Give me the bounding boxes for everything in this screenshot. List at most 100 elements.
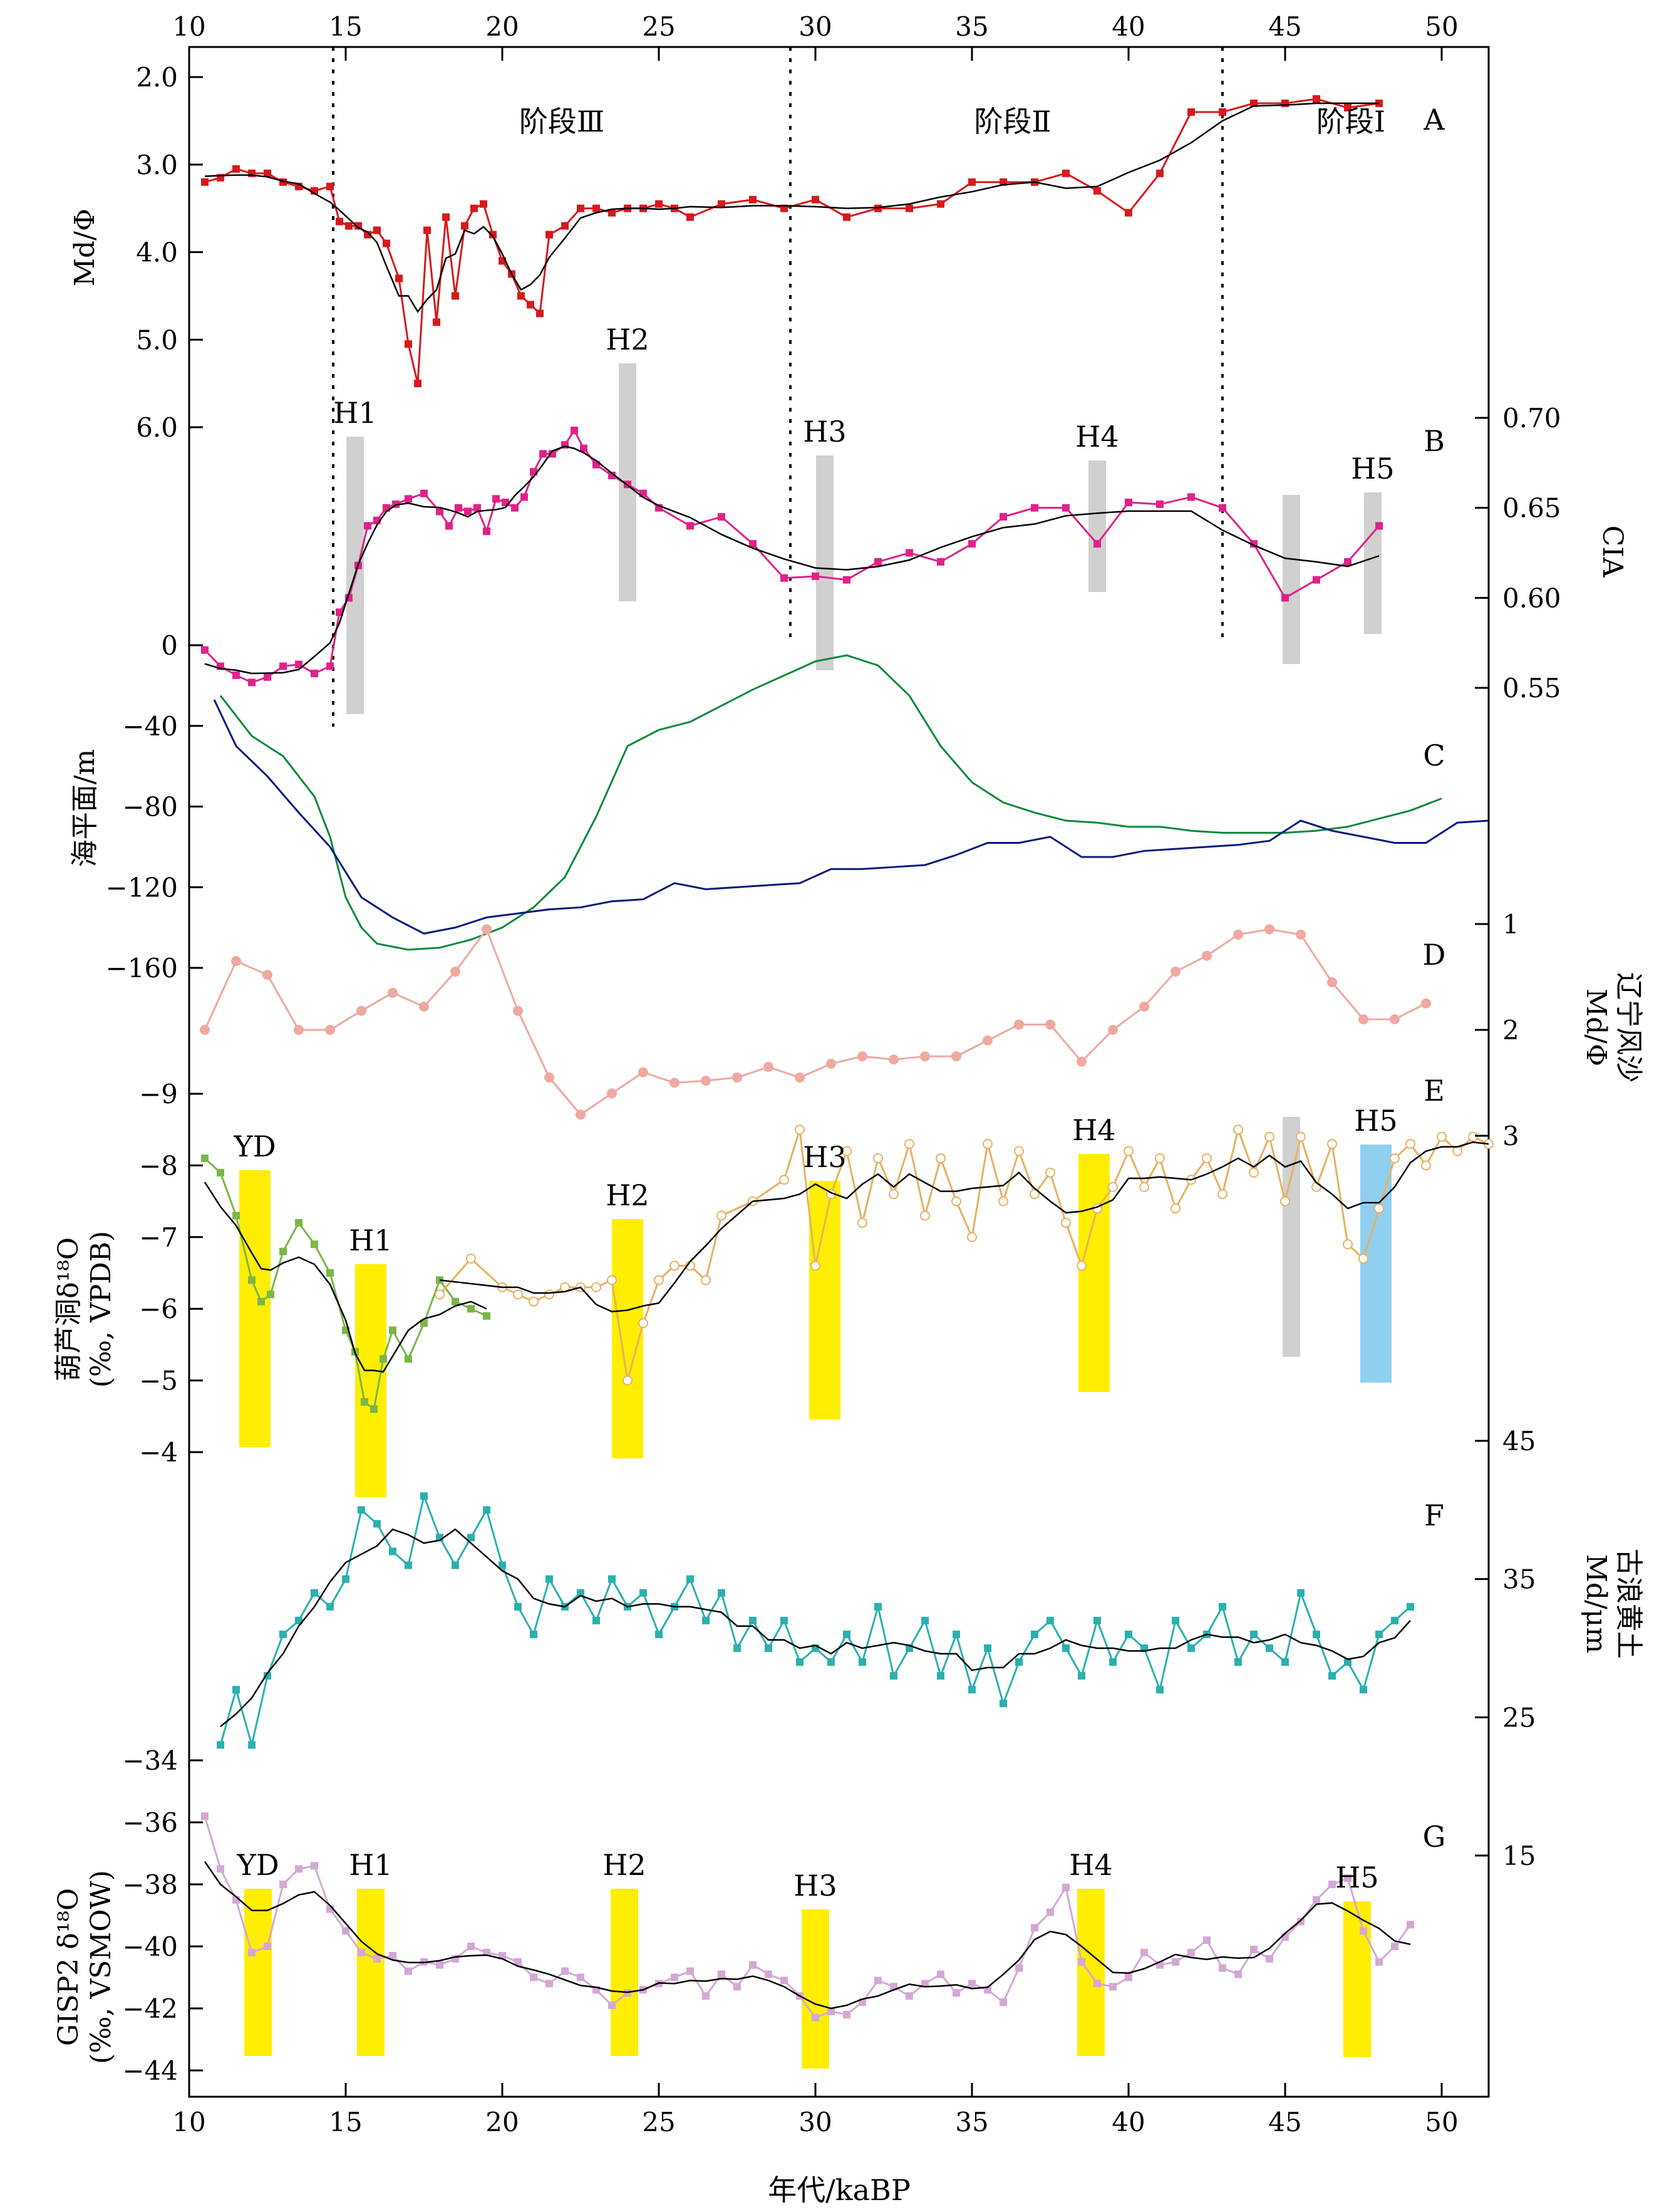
panel-F-series-point (592, 1616, 600, 1624)
panel-G-series-point (248, 1948, 256, 1956)
panel-A-series-point (1156, 169, 1164, 177)
panel-D-series-point (325, 1025, 335, 1035)
panel-B-series-point (483, 527, 490, 536)
panel-A-series-point (373, 226, 381, 234)
panel-E-series-1-point (1139, 1181, 1149, 1192)
panel-B-series-point (464, 507, 472, 516)
panel-A-series-point (442, 213, 450, 221)
x-tick-label-top: 25 (642, 11, 675, 42)
panel-E-series-1-point (513, 1289, 523, 1300)
panel-G-series-point (827, 2007, 835, 2015)
y-tick-label-E: −5 (139, 1366, 178, 1396)
panel-G-series-point (295, 1865, 302, 1873)
panel-F-series-point (733, 1644, 741, 1652)
event-bar-yd (239, 1170, 271, 1447)
panel-E-series-1-point (1390, 1153, 1400, 1163)
panel-D-series-point (983, 1035, 993, 1046)
y-tick-label-B: 0.60 (1502, 583, 1561, 613)
panel-E-series-1-point (1030, 1189, 1040, 1200)
panel-G-series-point (608, 2002, 616, 2010)
panel-F-series-point (968, 1686, 976, 1694)
panel-E-series-0-point (467, 1305, 475, 1313)
panel-G-series-point (906, 1992, 913, 2000)
panel-B-series-point (571, 427, 578, 435)
panel-G-series-point (342, 1927, 349, 1935)
panel-F-series-point (530, 1630, 537, 1638)
panel-B-series-point (968, 540, 976, 548)
panel-A-series-point (1219, 108, 1226, 116)
panel-F-series-point (1391, 1616, 1398, 1624)
y-tick-label-C: −160 (106, 953, 178, 984)
panel-E-series-1-point (1249, 1167, 1259, 1178)
panel-D-series-point (951, 1051, 961, 1062)
panel-G-series-point (1328, 1881, 1336, 1888)
panel-E-series-1-point (795, 1124, 805, 1135)
y-tick-label-A: 5.0 (136, 325, 178, 355)
panel-E-series-1-point (1202, 1153, 1212, 1163)
panel-F-series-point (405, 1561, 412, 1569)
panel-E-series-1-point (1264, 1131, 1274, 1142)
panel-E-series-1-point (904, 1139, 914, 1150)
panel-F-series-point (1031, 1630, 1038, 1638)
panel-G-series-point (405, 1967, 412, 1975)
y-tick-label-A: 3.0 (136, 150, 178, 180)
panel-G-series-point (718, 1970, 725, 1978)
panel-letter-E: E (1424, 1074, 1445, 1108)
panel-E-series-0-point (311, 1240, 318, 1249)
panel-B-series-point (1344, 558, 1351, 566)
y-tick-label-F: 25 (1502, 1702, 1536, 1733)
panel-D-series-point (669, 1077, 680, 1088)
panel-G-series-point (1062, 1883, 1070, 1891)
panel-B-series-point (264, 673, 271, 681)
x-tick-label-bottom: 15 (329, 2107, 362, 2137)
panel-A-series-point (968, 178, 976, 186)
panel-D-series-point (1327, 977, 1337, 987)
panel-A-series-point (536, 309, 544, 318)
panel-F-series-point (1000, 1700, 1007, 1708)
panel-G-series-point (1125, 1973, 1132, 1981)
panel-F-series-point (1344, 1658, 1351, 1666)
panel-E-series-1-point (936, 1153, 946, 1163)
event-bar-h3 (802, 1909, 829, 2069)
series-layer (200, 95, 1494, 2022)
panel-F-series-point (264, 1672, 271, 1680)
panel-E-series-0-point (361, 1398, 368, 1406)
stage-label: 阶段Ⅱ (974, 105, 1051, 138)
x-tick-label-top: 50 (1425, 11, 1458, 42)
panel-A-series-point (608, 209, 616, 217)
panel-F-series-point (780, 1616, 788, 1624)
y-axis-label-G: GISP2 δ¹⁸O(‰, VSMOW) (53, 1870, 117, 2064)
panel-D-series-point (294, 1025, 304, 1035)
panel-F-series-point (1297, 1589, 1305, 1597)
panel-A-series-point (364, 231, 371, 239)
y-tick-label-B: 0.65 (1502, 493, 1561, 524)
panel-A-series-point (874, 204, 882, 212)
panel-B-series-point (843, 576, 850, 584)
panel-E-series-0-point (257, 1297, 265, 1306)
panel-A-series-point (1062, 169, 1070, 177)
panel-D-series-point (1014, 1019, 1024, 1030)
event-label-h3: H3 (793, 1869, 837, 1903)
panel-F-series-point (467, 1534, 475, 1542)
panel-A-series-point (906, 204, 913, 212)
panel-F-series-point (639, 1589, 647, 1597)
panel-E-series-1-point (1233, 1124, 1243, 1135)
panel-G-series-point (749, 1961, 757, 1969)
panel-B-series-point (364, 522, 371, 530)
panel-E-series-1-point (998, 1196, 1008, 1207)
panel-D-series-point (920, 1051, 930, 1062)
panel-A-series-point (686, 213, 694, 221)
panel-F-series-point (890, 1672, 897, 1680)
panel-D-series-point (1264, 924, 1274, 935)
event-label-h4: H4 (1075, 420, 1119, 454)
panel-B-series-point (580, 444, 587, 452)
panel-E-series-1-point (1014, 1146, 1024, 1156)
panel-G-series-point (1360, 1927, 1367, 1935)
y-tick-label-E: −6 (139, 1294, 178, 1324)
x-tick-label-top: 10 (172, 11, 205, 42)
panel-B-series-point (436, 507, 443, 516)
panel-E-series-1-point (1452, 1146, 1462, 1156)
panel-F-series-point (874, 1602, 882, 1611)
panel-B-series-point (405, 495, 412, 503)
y-tick-label-D: 2 (1502, 1015, 1519, 1046)
